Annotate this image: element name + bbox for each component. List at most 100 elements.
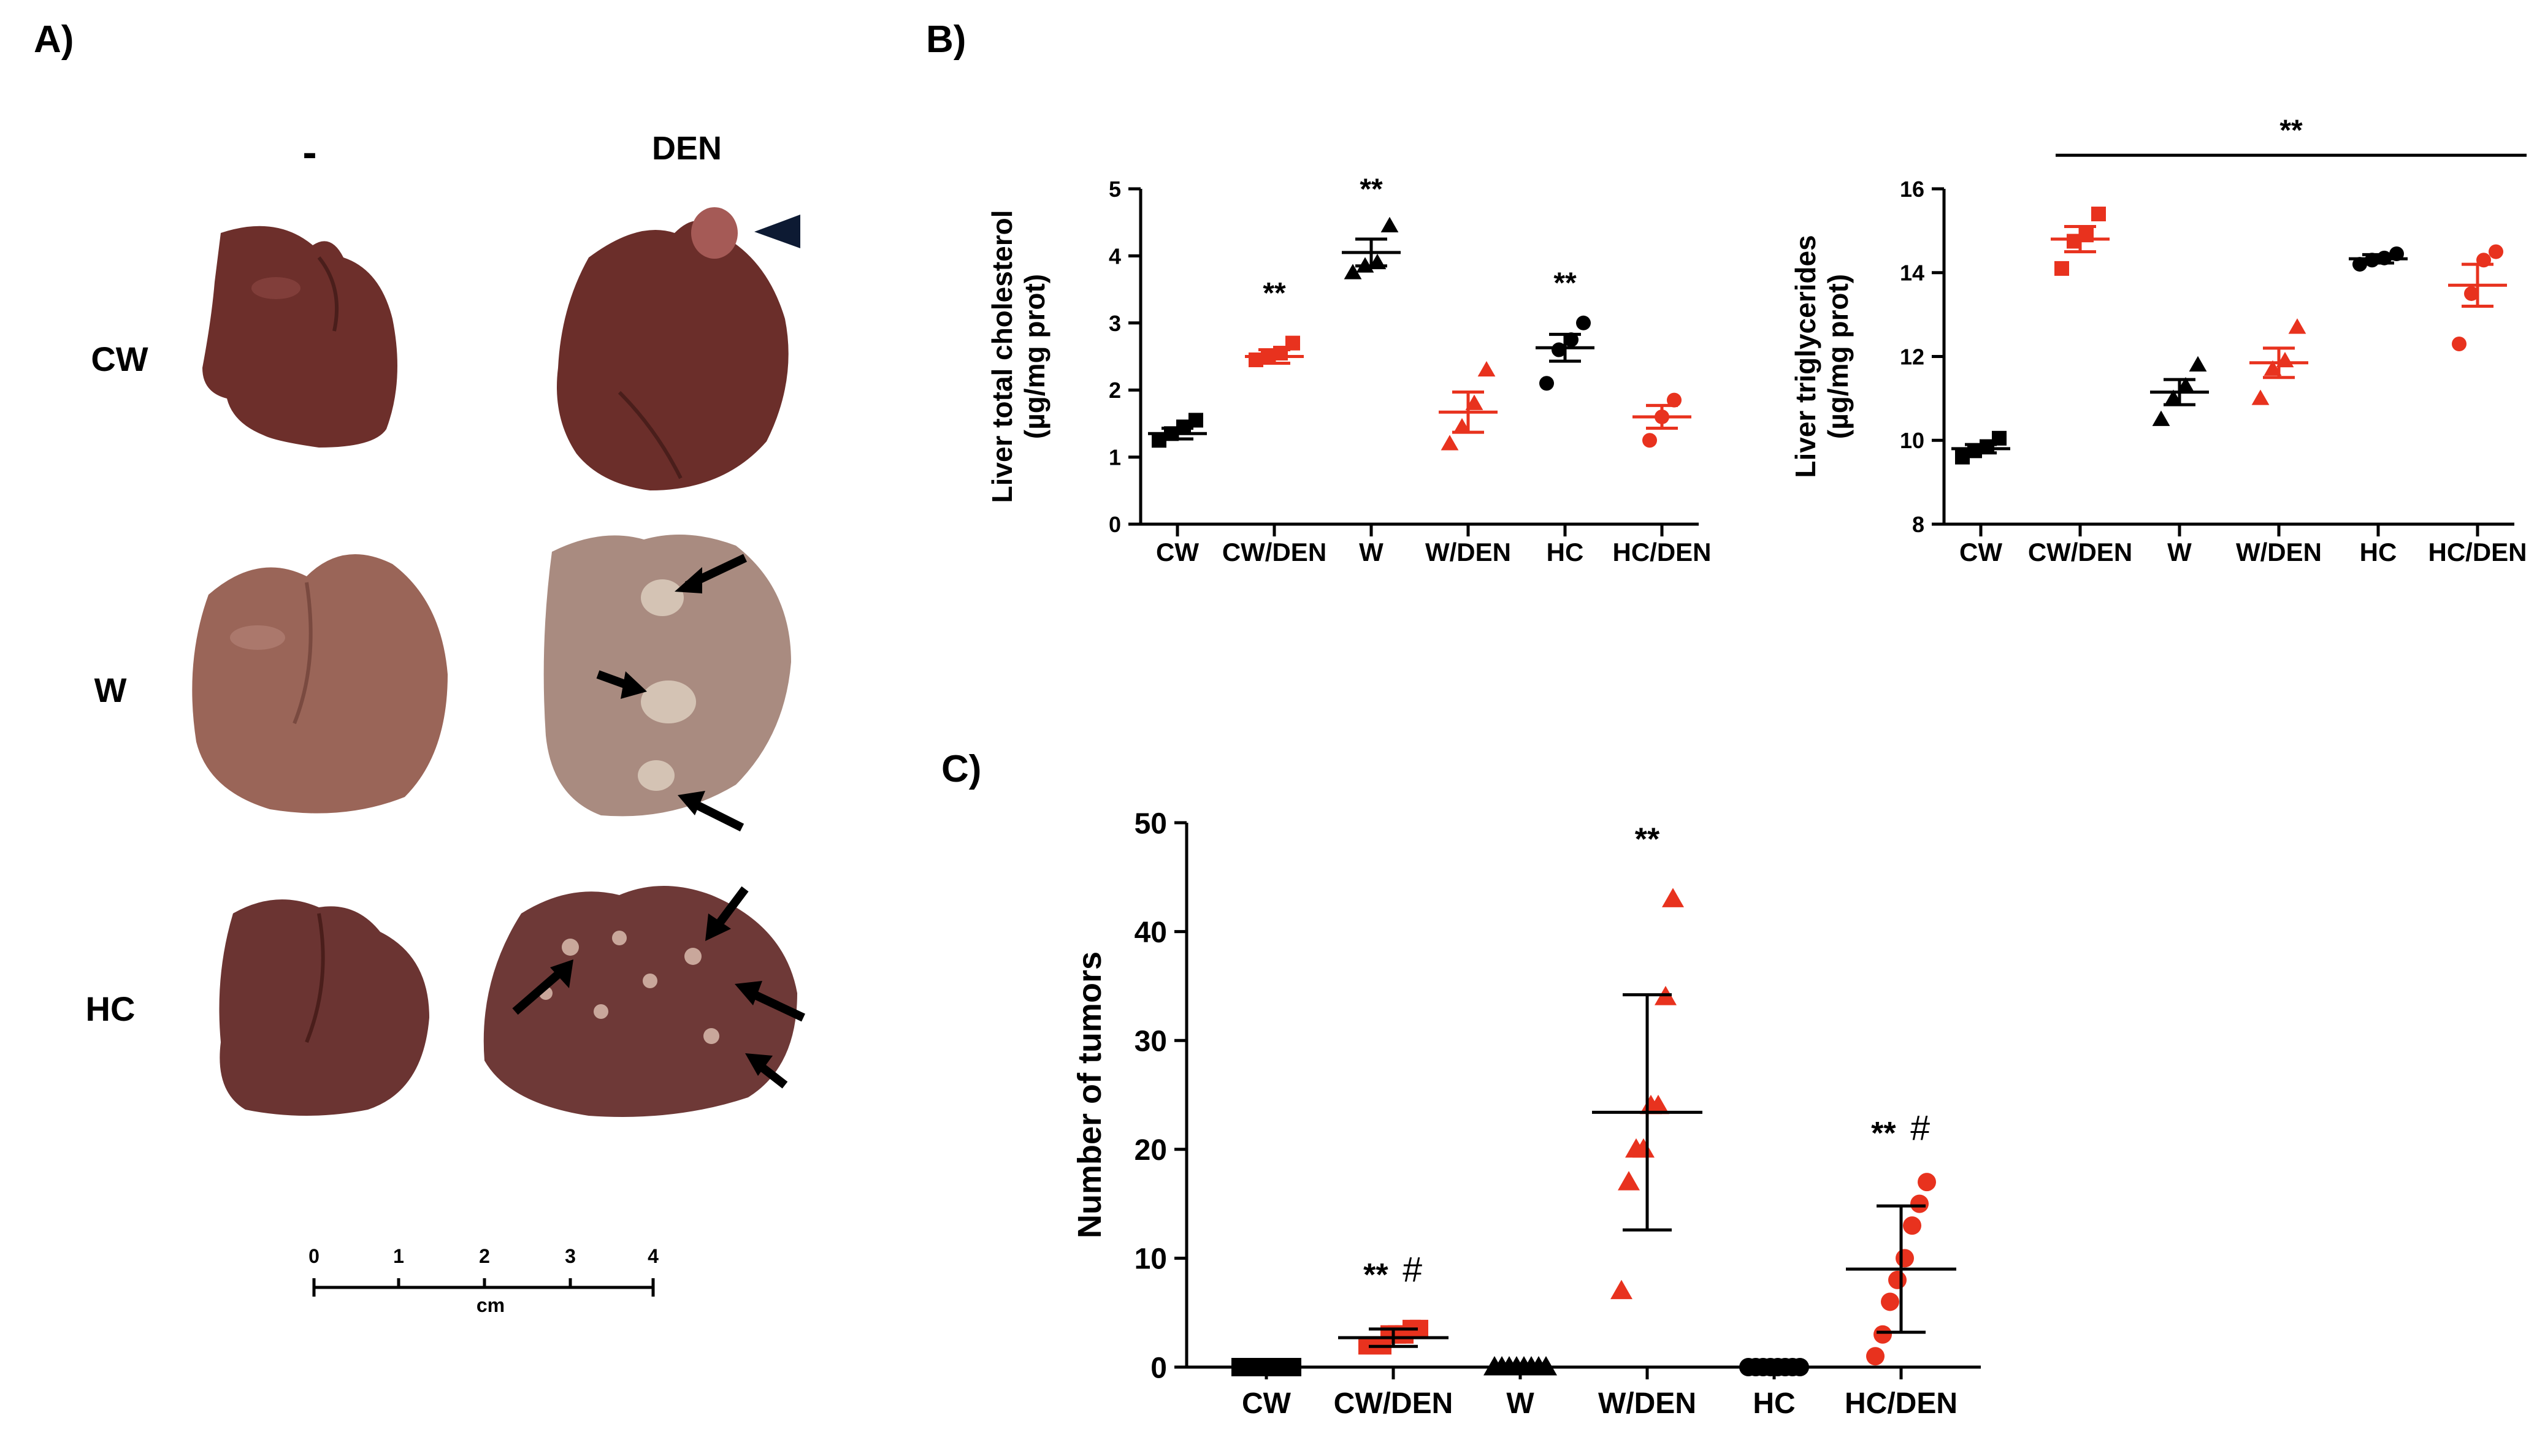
y-axis-label: Liver triglycerides: [1789, 235, 1821, 478]
arrow-marker: [749, 989, 805, 1022]
data-point: [1632, 1138, 1655, 1158]
series-hc-den: [2448, 244, 2507, 351]
data-point: [1873, 1325, 1892, 1344]
y-tick-label: 2: [1109, 378, 1121, 403]
y-tick-label: 8: [1912, 512, 1924, 537]
column-header-den: DEN: [652, 130, 722, 167]
tumor-nodule: [703, 1028, 719, 1044]
scale-tick-label: 1: [393, 1245, 404, 1267]
x-tick-label: HC/DEN: [1845, 1387, 1958, 1420]
chart-liver-cholesterol: 0 1 2 3 4 5 CW CW/DEN W W/DEN HC HC/DEN Liver total …: [986, 173, 1712, 566]
liver-photo-hc-den: [483, 886, 805, 1117]
significance-marker: **: [1363, 1257, 1388, 1293]
data-point: [1441, 435, 1459, 451]
series-w: [1465, 1356, 1575, 1376]
series-cw: [1211, 1358, 1322, 1376]
series-hc-den: [1846, 1173, 1956, 1366]
chart-number-of-tumors: 0 10 20 30 40 50 CW CW/DEN W W/DEN HC HC/DEN Number …: [1071, 807, 1981, 1420]
series-w-den: [2249, 318, 2308, 405]
data-point: [1618, 1171, 1640, 1191]
y-tick-label: 12: [1900, 344, 1924, 369]
series-cw-den: [1338, 1319, 1449, 1355]
y-tick-label: 3: [1109, 311, 1121, 336]
arrow-marker: [512, 968, 564, 1015]
series-hc: [1536, 315, 1594, 391]
significance-marker: **: [1263, 277, 1286, 310]
data-point: [2152, 410, 2170, 426]
x-tick-label: CW/DEN: [1222, 538, 1326, 566]
y-tick-label: 10: [1900, 428, 1924, 453]
data-point: [1866, 1347, 1885, 1366]
y-tick-label: 16: [1900, 177, 1924, 202]
row-label-w: W: [94, 671, 127, 709]
tumor-nodule: [641, 579, 684, 616]
arrowhead-marker: [754, 215, 800, 248]
series-cw-den: [2051, 207, 2110, 276]
x-tick-label: CW/DEN: [2028, 538, 2132, 566]
x-tick-label: CW: [1242, 1387, 1292, 1420]
liver-photo-w: [192, 554, 448, 814]
y-tick-label: 4: [1109, 243, 1121, 269]
data-point: [1344, 264, 1362, 280]
data-point: [2288, 318, 2306, 334]
x-tick-label: CW: [1959, 538, 2002, 566]
column-header-control: -: [302, 128, 316, 176]
x-tick-label: HC/DEN: [1612, 538, 1711, 566]
x-tick-label: CW/DEN: [1334, 1387, 1453, 1420]
y-axis-label: Number of tumors: [1071, 951, 1108, 1238]
y-tick-label: 30: [1135, 1025, 1167, 1058]
tumor-nodule: [638, 760, 675, 791]
y-tick-label: 40: [1135, 917, 1167, 949]
data-point: [1881, 1292, 1899, 1311]
series-hc: [2349, 246, 2408, 272]
x-tick-label: W: [2167, 538, 2192, 566]
series-hc-den: [1632, 392, 1691, 448]
data-point: [1576, 315, 1591, 330]
panel-c-label: C): [941, 748, 981, 790]
data-point: [2176, 376, 2195, 393]
liver-photo-cw-den: [557, 207, 800, 490]
significance-marker: **: [1635, 821, 1660, 857]
liver-photo-hc: [219, 899, 429, 1116]
data-point: [1539, 376, 1554, 391]
data-point: [2489, 244, 2503, 259]
panel-b-label: B): [926, 18, 966, 61]
data-point: [1188, 413, 1203, 428]
y-tick-label: 5: [1109, 177, 1121, 202]
y-axis-label-unit: (µg/mg prot): [1822, 274, 1854, 439]
scale-tick-label: 0: [308, 1245, 320, 1267]
significance-marker: **: [2279, 114, 2303, 147]
y-tick-label: 0: [1150, 1352, 1167, 1384]
data-point: [1477, 360, 1496, 377]
data-point: [2189, 356, 2207, 372]
data-point: [1564, 332, 1579, 348]
data-point: [2264, 360, 2282, 376]
row-label-hc: HC: [86, 989, 136, 1028]
tumor-nodule: [612, 931, 627, 945]
x-tick-label: HC/DEN: [2428, 538, 2527, 566]
data-point: [1896, 1249, 1914, 1268]
series-w: [2150, 356, 2209, 426]
y-axis-label: Liver total cholesterol: [986, 210, 1018, 503]
series-cw: [1951, 430, 2010, 465]
data-point: [2054, 261, 2069, 276]
x-tick-label: W: [1359, 538, 1383, 566]
y-tick-label: 10: [1135, 1243, 1167, 1276]
scale-bar: 0 1 2 3 4 cm: [308, 1245, 659, 1316]
x-tick-label: W/DEN: [2236, 538, 2322, 566]
y-tick-label: 50: [1135, 807, 1167, 840]
scale-unit: cm: [476, 1294, 505, 1316]
scale-tick-label: 3: [565, 1245, 576, 1267]
data-point: [2251, 389, 2270, 405]
y-tick-label: 14: [1900, 261, 1924, 286]
data-point: [1453, 417, 1471, 434]
liver-photo-w-den: [543, 535, 791, 832]
data-point: [1667, 392, 1682, 408]
data-point: [1910, 1194, 1929, 1213]
series-cw: [1148, 413, 1207, 448]
panel-a: A) - DEN CW W HC: [34, 18, 805, 1316]
data-point: [1662, 888, 1684, 907]
data-point: [1918, 1173, 1936, 1192]
series-w-den: [1439, 360, 1498, 451]
